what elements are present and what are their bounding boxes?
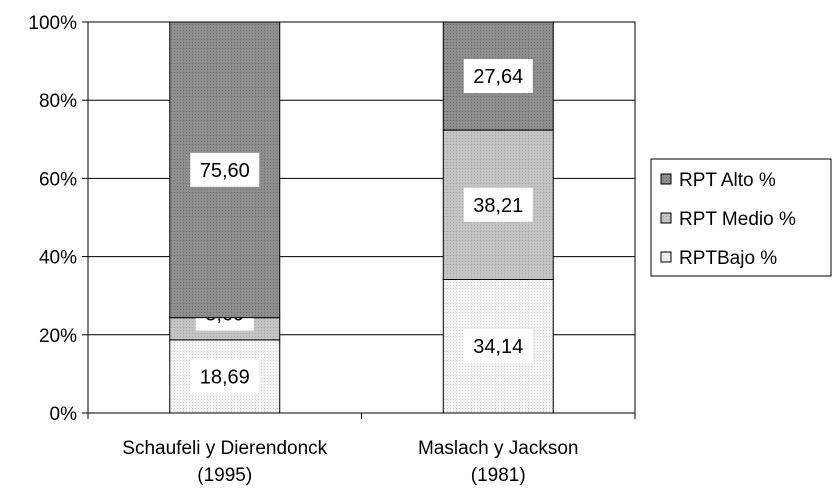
data-label: 27,64 xyxy=(473,66,523,88)
y-tick-label: 60% xyxy=(39,169,77,190)
x-tick-labels: Schaufeli y Dierendonck (1995) Maslach y J… xyxy=(122,438,578,486)
legend-swatch xyxy=(660,212,672,224)
y-tick-label: 20% xyxy=(39,326,77,347)
legend-label: RPT Medio % xyxy=(679,209,796,230)
legend-box xyxy=(650,158,832,277)
y-tick-labels: 0% 20% 40% 60% 80% 100% xyxy=(28,13,77,425)
y-tick-label: 80% xyxy=(39,91,77,112)
data-label-box xyxy=(463,59,533,94)
data-label-box xyxy=(190,359,260,394)
data-label: 75,60 xyxy=(200,160,250,182)
x-category-label: Schaufeli y Dierendonck xyxy=(122,438,327,459)
data-label: 38,21 xyxy=(473,195,523,217)
x-category-label: (1995) xyxy=(197,465,252,486)
x-category-label: (1981) xyxy=(471,465,526,486)
axes xyxy=(82,21,636,419)
legend: RPT Alto % RPT Medio % RPTBajo % xyxy=(650,158,832,277)
data-label: 34,14 xyxy=(473,336,523,358)
y-tick-label: 0% xyxy=(50,404,78,425)
data-label-box xyxy=(190,152,260,187)
x-category-label: Maslach y Jackson xyxy=(418,438,579,459)
data-label: 18,69 xyxy=(200,366,250,388)
legend-label: RPTBajo % xyxy=(679,248,777,269)
legend-swatch xyxy=(660,251,672,263)
legend-label: RPT Alto % xyxy=(679,170,776,191)
y-tick-label: 40% xyxy=(39,248,77,269)
y-tick-label: 100% xyxy=(28,13,77,34)
data-label-box xyxy=(463,329,533,364)
legend-swatch xyxy=(660,173,672,185)
data-label-box xyxy=(463,187,533,222)
